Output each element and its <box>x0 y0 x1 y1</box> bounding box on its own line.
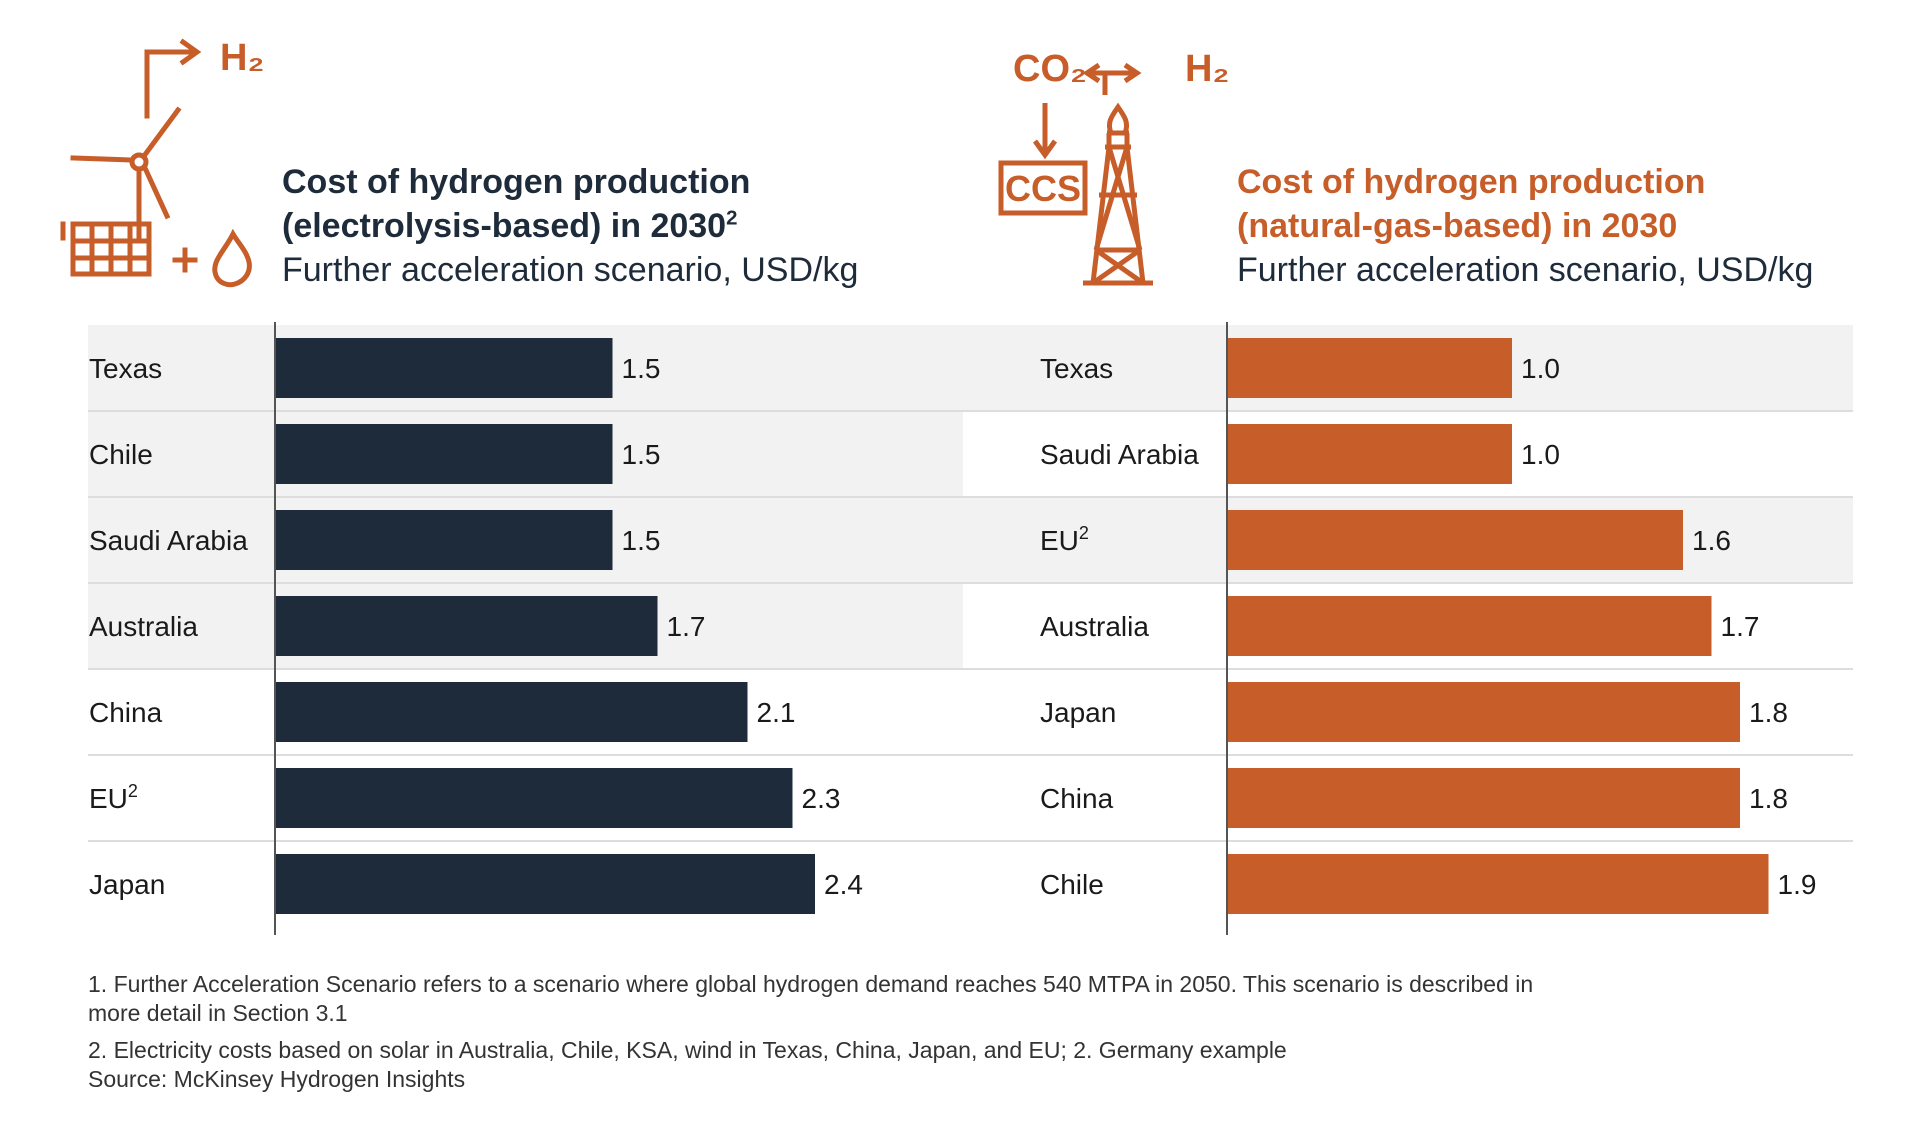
footnote-1-line-2: more detail in Section 3.1 <box>88 1000 348 1026</box>
left-value-label: 1.5 <box>622 525 661 556</box>
left-category-label: Japan <box>89 869 165 900</box>
right-category-label: China <box>1040 783 1114 814</box>
h2-label: H₂ <box>1185 48 1229 90</box>
left-bar <box>275 338 613 398</box>
right-value-label: 1.7 <box>1721 611 1760 642</box>
left-value-label: 1.5 <box>622 439 661 470</box>
right-bar <box>1227 596 1712 656</box>
right-subtitle: Further acceleration scenario, USD/kg <box>1237 251 1814 289</box>
right-category-footnote-mark: 2 <box>1079 523 1089 543</box>
left-title-line2: (electrolysis-based) in 20302 <box>282 207 738 245</box>
left-value-label: 2.4 <box>824 869 863 900</box>
right-value-label: 1.8 <box>1749 697 1788 728</box>
right-bar <box>1227 682 1740 742</box>
right-title-line1: Cost of hydrogen production <box>1237 163 1706 201</box>
left-value-label: 2.3 <box>802 783 841 814</box>
left-value-label: 2.1 <box>757 697 796 728</box>
left-subtitle: Further acceleration scenario, USD/kg <box>282 251 859 289</box>
right-bar <box>1227 768 1740 828</box>
left-category-label: Texas <box>89 353 162 384</box>
left-category-label: EU2 <box>89 781 138 814</box>
left-title-footnote-mark: 2 <box>726 207 738 230</box>
left-category-label: Saudi Arabia <box>89 525 248 556</box>
natural-gas-ccs-icon: CO₂ H₂ CCS <box>998 48 1229 286</box>
left-title-line1: Cost of hydrogen production <box>282 163 751 201</box>
left-bar <box>275 424 613 484</box>
left-bar <box>275 854 815 914</box>
right-category-label: Chile <box>1040 869 1104 900</box>
left-category-label: Australia <box>89 611 198 642</box>
left-bar <box>275 596 658 656</box>
right-category-label: Texas <box>1040 353 1113 384</box>
right-category-label: Australia <box>1040 611 1149 642</box>
right-bar <box>1227 424 1512 484</box>
left-value-label: 1.7 <box>667 611 706 642</box>
left-bar <box>275 682 748 742</box>
right-value-label: 1.0 <box>1521 439 1560 470</box>
left-chart-title: Cost of hydrogen production (electrolysi… <box>282 160 858 292</box>
bar-charts: 1.5 Texas 1.5 Chile 1.5 Saudi Arabia 1.7 Austra… <box>88 322 1853 935</box>
right-value-label: 1.9 <box>1778 869 1817 900</box>
right-category-label: EU2 <box>1040 523 1089 556</box>
h2-label: H₂ <box>220 38 264 79</box>
footnote-1-line-1: 1. Further Acceleration Scenario refers … <box>88 971 1534 997</box>
right-category-label: Saudi Arabia <box>1040 439 1199 470</box>
source-note: Source: McKinsey Hydrogen Insights <box>88 1066 466 1092</box>
right-bar <box>1227 854 1769 914</box>
right-value-label: 1.0 <box>1521 353 1560 384</box>
right-chart-title: Cost of hydrogen production (natural-gas… <box>1237 160 1813 292</box>
right-category-label: Japan <box>1040 697 1116 728</box>
left-bar <box>275 768 793 828</box>
co2-label: CO₂ <box>1013 48 1087 90</box>
left-category-label: Chile <box>89 439 153 470</box>
ccs-label: CCS <box>1005 168 1081 209</box>
wind-solar-water-electrolysis-icon: H₂ <box>60 38 264 288</box>
footnote-2: 2. Electricity costs based on solar in A… <box>88 1037 1287 1063</box>
right-bar <box>1227 338 1512 398</box>
left-value-label: 1.5 <box>622 353 661 384</box>
right-value-label: 1.8 <box>1749 783 1788 814</box>
left-bar <box>275 510 613 570</box>
right-bar <box>1227 510 1683 570</box>
right-title-line2: (natural-gas-based) in 2030 <box>1237 207 1678 245</box>
left-category-footnote-mark: 2 <box>128 781 138 801</box>
right-value-label: 1.6 <box>1692 525 1731 556</box>
left-category-label: China <box>89 697 163 728</box>
